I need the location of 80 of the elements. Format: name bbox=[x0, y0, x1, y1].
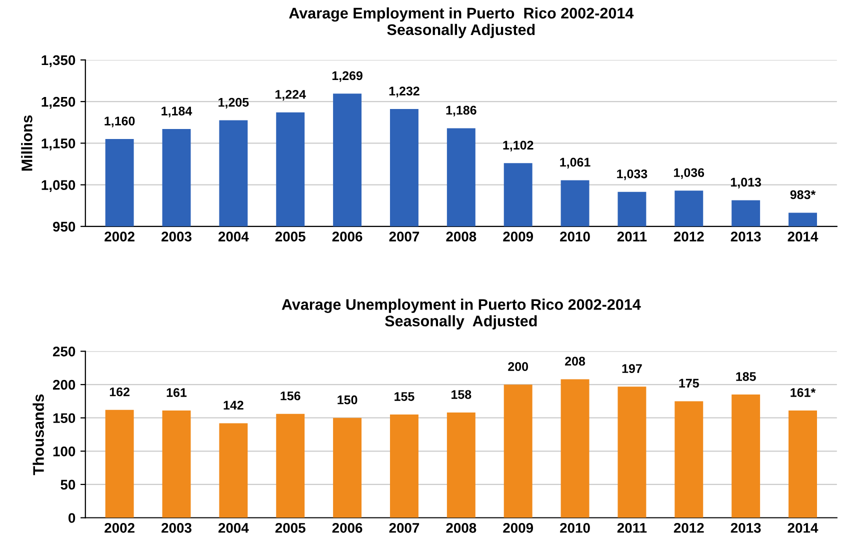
y-tick-label: 100 bbox=[53, 446, 76, 456]
chart-title: Avarage Unemployment in Puerto Rico 2002-2014 Seasonally Adjusted bbox=[282, 298, 641, 330]
bar bbox=[788, 410, 817, 518]
data-label: 161* bbox=[790, 388, 816, 397]
x-tick-label: 2004 bbox=[218, 232, 249, 242]
y-tick-label: 250 bbox=[52, 346, 76, 356]
data-label: 162 bbox=[110, 387, 130, 396]
bar bbox=[333, 418, 362, 518]
x-tick-label: 2005 bbox=[275, 232, 306, 242]
data-label: 142 bbox=[224, 400, 244, 410]
x-tick-label: 2006 bbox=[332, 522, 362, 533]
data-label: 1,269 bbox=[332, 71, 362, 82]
bar bbox=[276, 414, 305, 518]
bar bbox=[504, 384, 532, 518]
data-label: 1,013 bbox=[730, 178, 762, 188]
x-tick-label: 2007 bbox=[389, 232, 420, 242]
x-tick-label: 2003 bbox=[162, 232, 192, 242]
x-tick-label: 2008 bbox=[446, 232, 476, 242]
bar bbox=[105, 410, 134, 518]
x-tick-label: 2002 bbox=[104, 232, 134, 242]
bar bbox=[390, 414, 418, 518]
data-label: 1,036 bbox=[674, 168, 704, 179]
x-tick-label: 2014 bbox=[788, 232, 818, 242]
x-tick-label: 2013 bbox=[730, 522, 761, 533]
bar bbox=[162, 410, 191, 518]
y-tick-label: 0 bbox=[68, 513, 76, 523]
y-tick-label: 1,050 bbox=[42, 180, 76, 192]
data-label: 1,186 bbox=[446, 106, 476, 116]
y-tick-label: 50 bbox=[60, 480, 76, 490]
data-label: 208 bbox=[565, 356, 586, 366]
y-tick-label: 1,150 bbox=[42, 138, 76, 150]
data-label: 200 bbox=[508, 362, 528, 371]
data-label: 1,205 bbox=[218, 98, 249, 109]
x-tick-label: 2004 bbox=[218, 522, 249, 533]
x-tick-label: 2012 bbox=[674, 232, 704, 242]
data-label: 1,102 bbox=[503, 140, 534, 152]
x-tick-label: 2006 bbox=[332, 232, 362, 242]
data-label: 1,033 bbox=[617, 169, 648, 180]
data-label: 161 bbox=[166, 388, 187, 397]
y-tick-label: 200 bbox=[52, 380, 76, 390]
y-tick-label: 150 bbox=[53, 413, 76, 424]
x-tick-label: 2010 bbox=[560, 522, 590, 533]
data-label: 983* bbox=[790, 190, 816, 200]
y-tick-label: 1,250 bbox=[42, 96, 76, 109]
bar bbox=[560, 379, 590, 518]
x-tick-label: 2010 bbox=[560, 232, 590, 242]
data-label: 1,184 bbox=[162, 106, 192, 118]
bar bbox=[219, 423, 248, 518]
y-axis-title: Thousands bbox=[32, 394, 44, 476]
bar bbox=[674, 401, 704, 518]
bar bbox=[446, 412, 476, 518]
x-tick-label: 2009 bbox=[503, 522, 534, 533]
x-tick-label: 2013 bbox=[730, 232, 761, 242]
data-label: 155 bbox=[394, 392, 414, 401]
y-tick-label: 1,350 bbox=[42, 55, 76, 68]
x-tick-label: 2009 bbox=[503, 232, 534, 242]
data-label: 175 bbox=[679, 378, 699, 388]
x-tick-label: 2002 bbox=[104, 522, 134, 533]
x-tick-label: 2008 bbox=[446, 522, 476, 533]
x-tick-label: 2012 bbox=[674, 522, 704, 533]
data-label: 156 bbox=[280, 391, 300, 400]
y-tick-label: 950 bbox=[52, 222, 76, 232]
data-label: 185 bbox=[736, 372, 756, 381]
data-label: 158 bbox=[452, 390, 472, 399]
x-tick-label: 2007 bbox=[389, 522, 420, 533]
x-tick-label: 2005 bbox=[275, 522, 306, 533]
x-tick-label: 2011 bbox=[617, 522, 647, 533]
x-tick-label: 2011 bbox=[617, 232, 647, 242]
data-label: 1,061 bbox=[560, 158, 590, 168]
data-label: 197 bbox=[622, 364, 642, 373]
bar bbox=[618, 386, 646, 518]
data-label: 1,160 bbox=[104, 116, 135, 128]
y-axis-title: Millions bbox=[21, 115, 32, 171]
data-label: 1,224 bbox=[276, 90, 306, 101]
x-tick-label: 2003 bbox=[162, 522, 192, 533]
data-label: 1,232 bbox=[389, 86, 420, 98]
data-label: 150 bbox=[338, 395, 358, 404]
chart-title: Avarage Employment in Puerto Rico 2002-2014 Seasonally Adjusted bbox=[289, 7, 634, 38]
x-tick-label: 2014 bbox=[788, 522, 818, 533]
bar bbox=[732, 394, 760, 518]
